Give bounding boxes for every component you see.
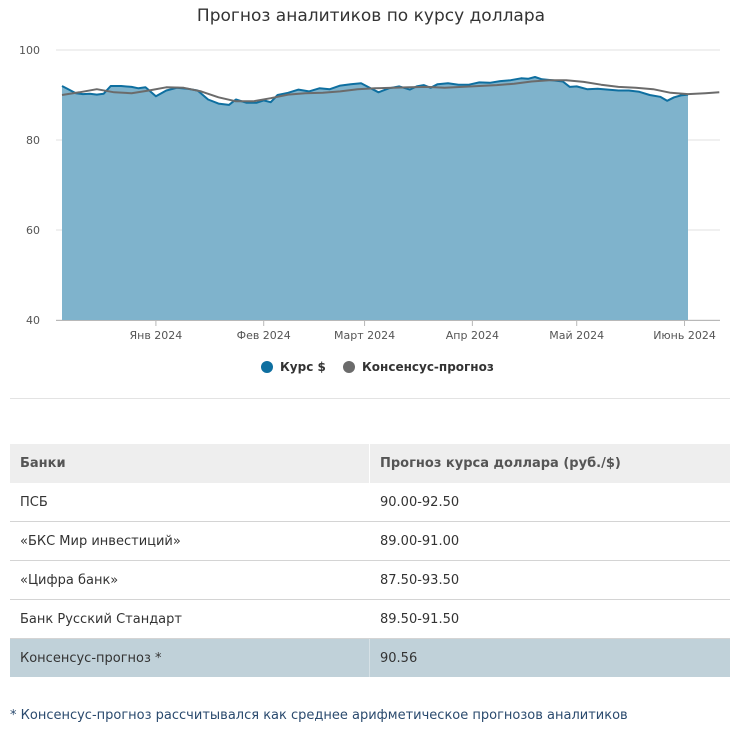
legend-item-usd-rate[interactable]: Курс $ bbox=[261, 360, 326, 374]
usd-rate-area-fill bbox=[62, 77, 688, 320]
table-row: Банк Русский Стандарт 89.50-91.50 bbox=[10, 599, 730, 639]
x-tick-label: Май 2024 bbox=[549, 329, 604, 342]
x-tick-label: Март 2024 bbox=[334, 329, 395, 342]
bank-forecast: 90.00-92.50 bbox=[369, 483, 730, 522]
x-tick-label: Июнь 2024 bbox=[653, 329, 716, 342]
x-tick-label: Фев 2024 bbox=[237, 329, 291, 342]
header-forecast: Прогноз курса доллара (руб./$) bbox=[369, 444, 730, 483]
y-axis: 40 60 80 100 bbox=[19, 44, 40, 327]
y-tick-label: 100 bbox=[19, 44, 40, 57]
consensus-value: 90.56 bbox=[369, 638, 730, 677]
consensus-line-series bbox=[61, 79, 720, 103]
bank-name: «Цифра банк» bbox=[10, 560, 370, 600]
legend-label: Консенсус-прогноз bbox=[362, 360, 494, 374]
legend-marker bbox=[261, 361, 273, 373]
legend-marker bbox=[343, 361, 355, 373]
header-banks: Банки bbox=[10, 444, 370, 483]
table-row: «Цифра банк» 87.50-93.50 bbox=[10, 560, 730, 600]
table-header-row: Банки Прогноз курса доллара (руб./$) bbox=[10, 444, 730, 483]
x-tick-label: Янв 2024 bbox=[129, 329, 182, 342]
exchange-rate-chart: Янв 2024 Фев 2024 Март 2024 Апр 2024 Май 202… bbox=[19, 44, 720, 374]
table-row: «БКС Мир инвестиций» 89.00-91.00 bbox=[10, 521, 730, 561]
y-tick-label: 80 bbox=[26, 134, 40, 147]
consensus-row: Консенсус-прогноз * 90.56 bbox=[10, 638, 730, 677]
bank-name: ПСБ bbox=[10, 483, 370, 522]
usd-rate-line bbox=[61, 76, 689, 106]
y-tick-label: 40 bbox=[26, 314, 40, 327]
bank-forecast: 89.50-91.50 bbox=[369, 599, 730, 639]
consensus-label: Консенсус-прогноз * bbox=[10, 638, 370, 677]
chart-title: Прогноз аналитиков по курсу доллара bbox=[196, 6, 546, 26]
bank-forecast: 87.50-93.50 bbox=[369, 560, 730, 600]
usd-rate-area-series bbox=[61, 76, 689, 320]
x-tick-label: Апр 2024 bbox=[446, 329, 499, 342]
footnote: * Консенсус-прогноз рассчитывался как ср… bbox=[10, 708, 628, 723]
forecast-table: Банки Прогноз курса доллара (руб./$) ПСБ… bbox=[10, 444, 730, 677]
legend-item-consensus[interactable]: Консенсус-прогноз bbox=[343, 360, 494, 374]
bank-forecast: 89.00-91.00 bbox=[369, 521, 730, 561]
table-row: ПСБ 90.00-92.50 bbox=[10, 483, 730, 522]
y-tick-label: 60 bbox=[26, 224, 40, 237]
section-divider bbox=[10, 398, 730, 399]
bank-name: «БКС Мир инвестиций» bbox=[10, 521, 370, 561]
chart-legend[interactable]: Курс $ Консенсус-прогноз bbox=[261, 360, 494, 374]
legend-label: Курс $ bbox=[280, 360, 326, 374]
bank-name: Банк Русский Стандарт bbox=[10, 599, 370, 639]
x-axis: Янв 2024 Фев 2024 Март 2024 Апр 2024 Май 202… bbox=[56, 320, 720, 342]
consensus-line bbox=[61, 79, 720, 103]
